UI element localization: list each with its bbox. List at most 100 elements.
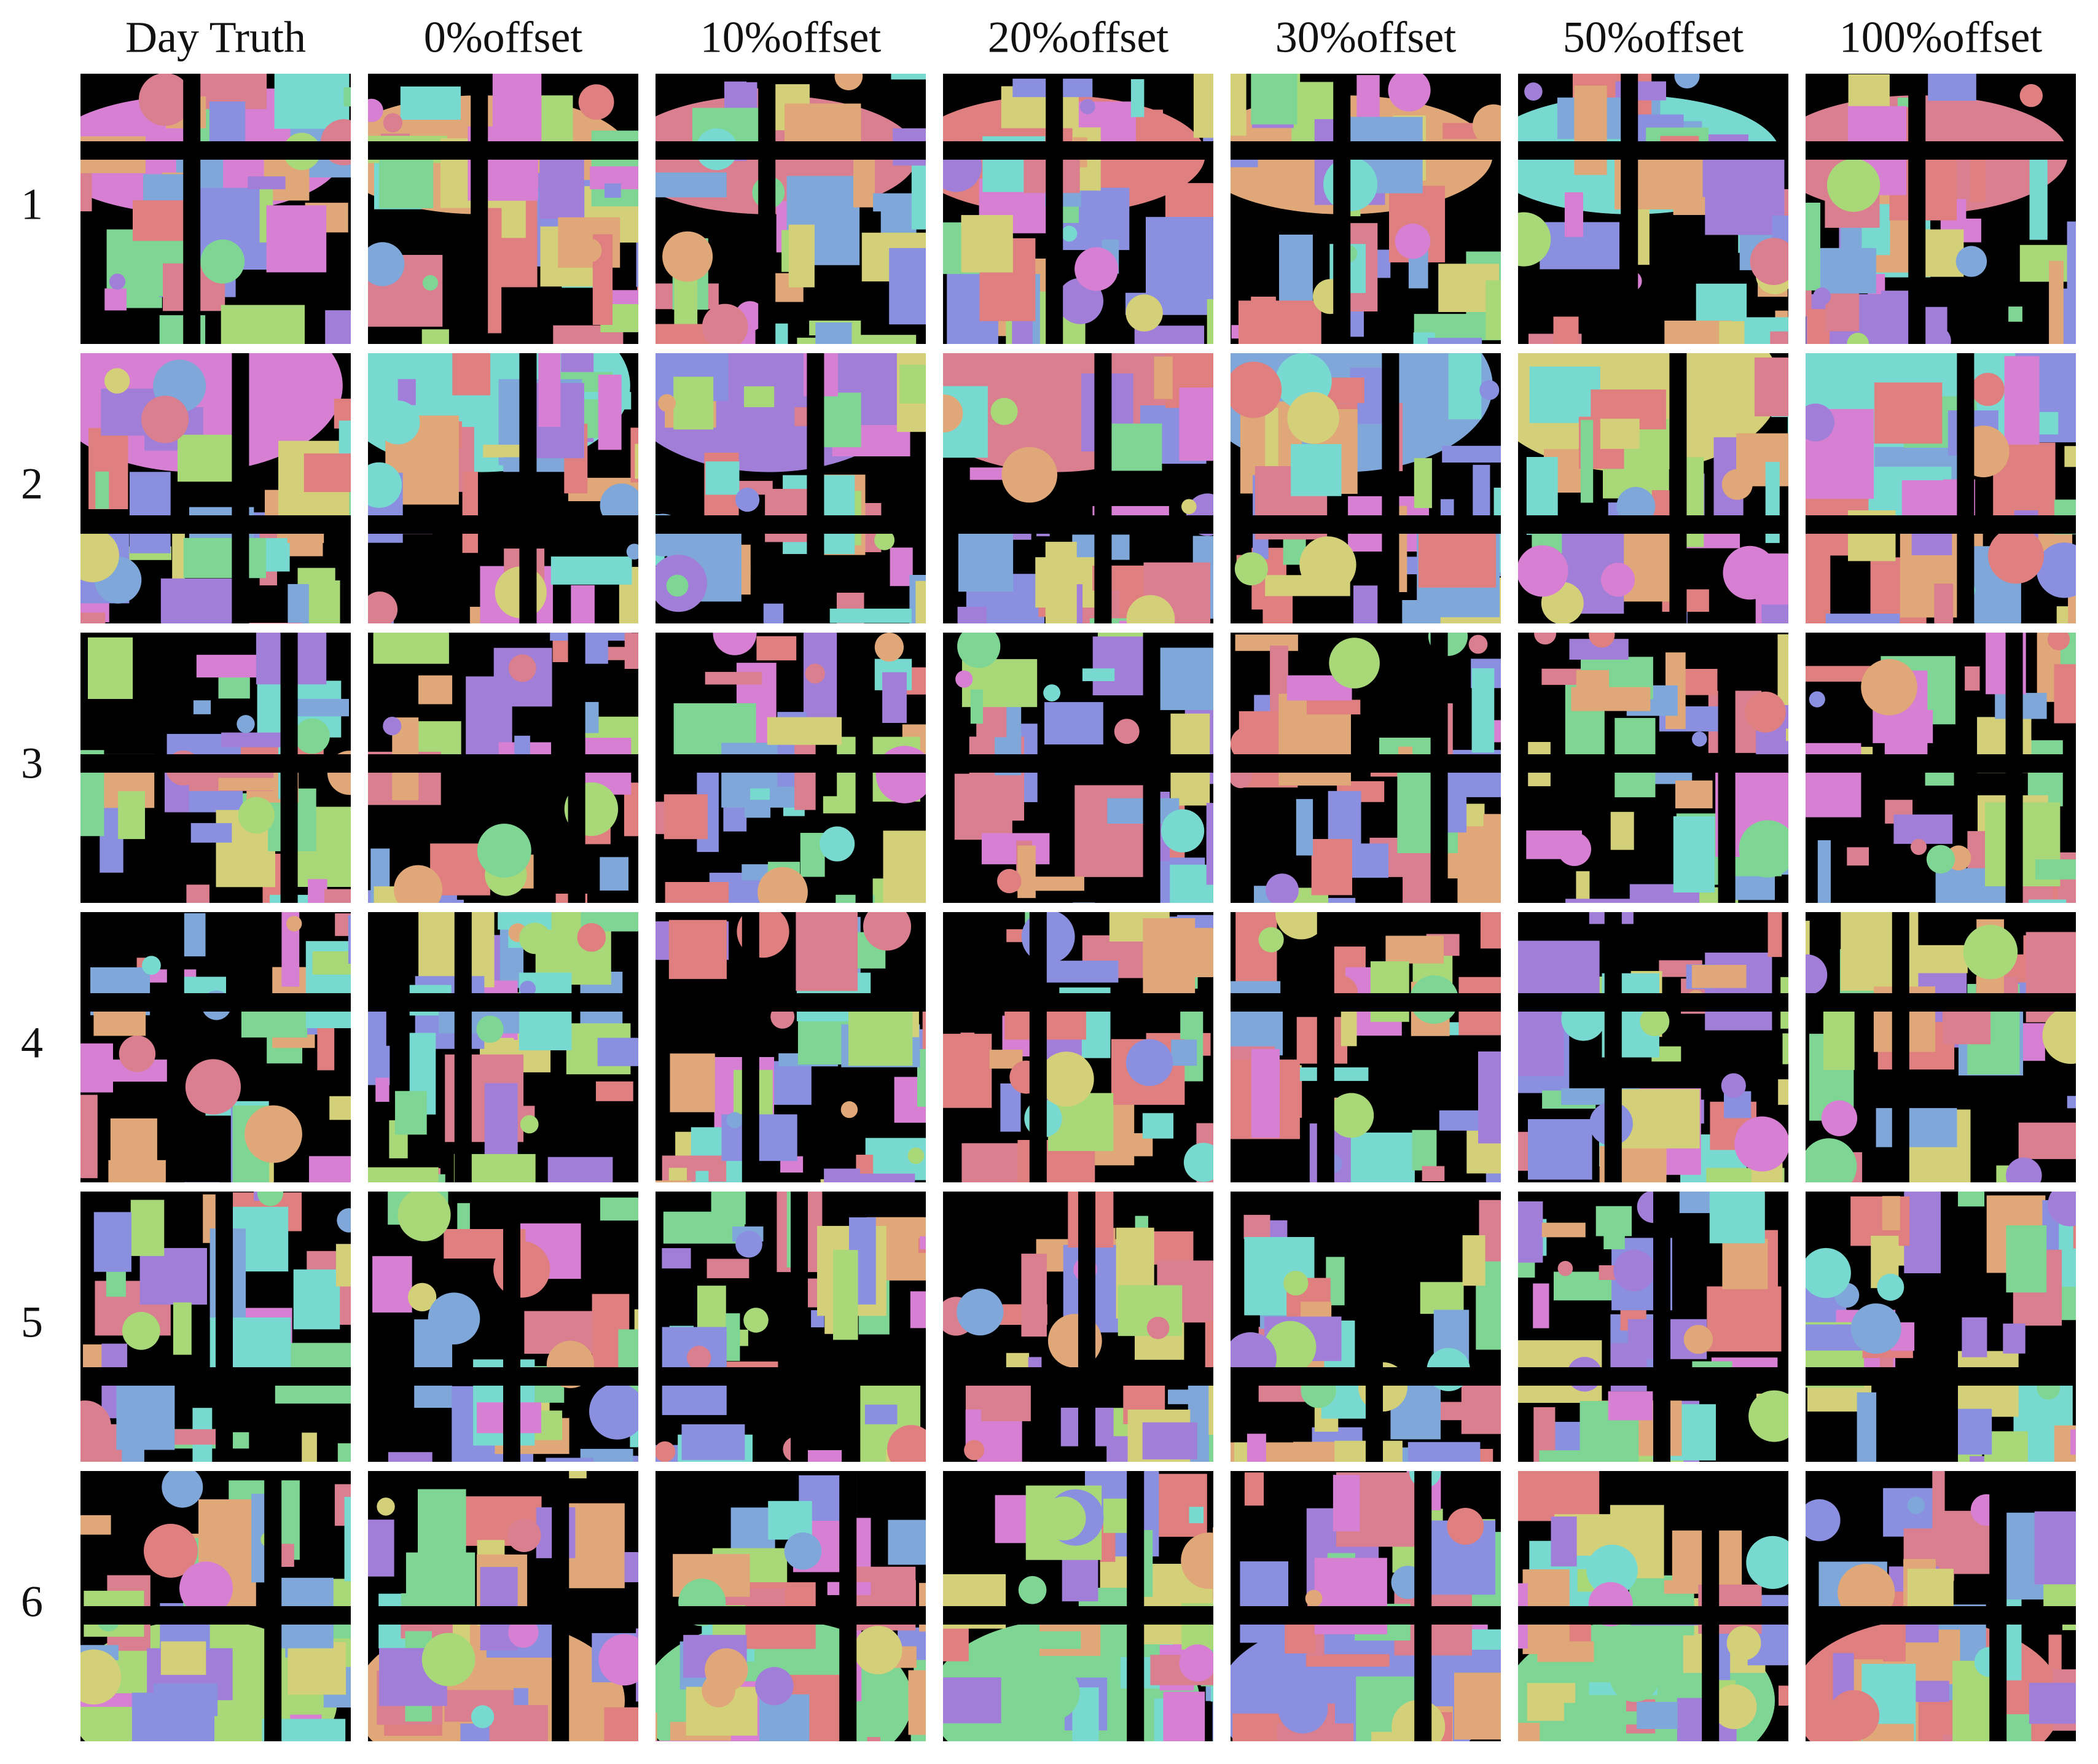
- road: [656, 754, 926, 773]
- segment: [1801, 1248, 1851, 1298]
- road: [519, 353, 536, 623]
- segment: [1921, 326, 1951, 356]
- segment: [1515, 1462, 1599, 1521]
- segment: [1251, 1049, 1280, 1138]
- segment: [1299, 536, 1356, 593]
- segment: [1305, 1590, 1323, 1607]
- segment: [1857, 1392, 1877, 1473]
- segment: [1893, 814, 1952, 844]
- segment: [1235, 552, 1268, 585]
- segment: [833, 1250, 858, 1340]
- road: [368, 141, 638, 160]
- segment: [875, 633, 904, 662]
- segment: [304, 453, 356, 492]
- segment: [1675, 63, 1700, 88]
- segment: [2073, 1191, 2098, 1249]
- road: [943, 1606, 1213, 1625]
- segment: [759, 1695, 810, 1761]
- road: [807, 353, 824, 623]
- segment: [1414, 458, 1432, 508]
- segment: [173, 1303, 192, 1355]
- segment: [275, 68, 350, 129]
- segment: [2064, 446, 2098, 467]
- segment: [383, 113, 402, 132]
- segment: [600, 857, 628, 891]
- road: [1414, 1471, 1431, 1741]
- segment: [1171, 1040, 1197, 1066]
- road: [264, 1471, 281, 1741]
- segment: [354, 1749, 370, 1761]
- segment: [571, 585, 595, 629]
- segment: [93, 1009, 146, 1036]
- segment: [1371, 961, 1409, 1022]
- road: [1030, 912, 1047, 1182]
- segment: [2083, 1723, 2098, 1761]
- segment: [669, 920, 727, 979]
- segment: [957, 1289, 1003, 1335]
- segment: [982, 833, 1050, 864]
- segment: [1528, 1119, 1592, 1180]
- segment: [142, 956, 161, 975]
- segment: [1876, 1108, 1957, 1147]
- road: [1231, 515, 1501, 534]
- segment: [925, 394, 963, 432]
- road: [80, 754, 351, 773]
- road: [1231, 1606, 1501, 1625]
- segment: [835, 62, 863, 90]
- segment: [104, 368, 130, 393]
- column-header: 20%offset: [988, 13, 1169, 62]
- segment: [577, 238, 601, 262]
- segment: [1675, 781, 1713, 808]
- road: [503, 1192, 520, 1462]
- segments: [642, 1471, 995, 1761]
- road: [791, 1192, 808, 1462]
- segment: [1161, 810, 1204, 853]
- segment: [2054, 664, 2098, 723]
- segment: [395, 1091, 427, 1134]
- segment: [1141, 1750, 1176, 1761]
- segment: [1511, 1201, 1543, 1263]
- segment: [490, 1705, 548, 1761]
- road: [216, 1192, 233, 1462]
- segment: [477, 824, 531, 878]
- segment: [1126, 1039, 1173, 1086]
- segment: [1820, 248, 1876, 294]
- segment: [755, 1667, 793, 1705]
- segment: [1463, 1235, 1485, 1286]
- segment: [662, 1248, 691, 1268]
- road: [167, 912, 184, 1182]
- segment: [1723, 546, 1777, 599]
- segment: [1965, 666, 1979, 690]
- segment: [94, 1212, 131, 1271]
- segment: [598, 375, 622, 450]
- segment: [1181, 499, 1197, 515]
- segment: [1517, 545, 1568, 597]
- road: [943, 993, 1213, 1012]
- segment: [116, 1380, 174, 1450]
- segment: [1329, 638, 1380, 689]
- segment: [452, 348, 490, 396]
- road: [758, 74, 775, 344]
- segment: [1388, 69, 1430, 111]
- row-label: 4: [21, 1018, 43, 1067]
- segment: [1787, 954, 1828, 996]
- segment: [1062, 226, 1078, 242]
- segment: [735, 1231, 762, 1258]
- road: [656, 993, 926, 1012]
- segment: [579, 84, 614, 120]
- segment: [418, 676, 452, 704]
- column-header: 50%offset: [1563, 13, 1744, 62]
- segment: [422, 1633, 476, 1687]
- segment: [1796, 404, 1834, 442]
- road: [1892, 912, 1909, 1182]
- segment: [886, 1744, 915, 1761]
- road: [1078, 1192, 1095, 1462]
- segment: [604, 1707, 651, 1761]
- segment: [1125, 294, 1162, 331]
- segment: [140, 1248, 207, 1305]
- segment: [1909, 945, 1968, 974]
- segment: [1847, 333, 1869, 355]
- segment: [1988, 528, 2044, 583]
- segment: [1518, 1001, 1564, 1077]
